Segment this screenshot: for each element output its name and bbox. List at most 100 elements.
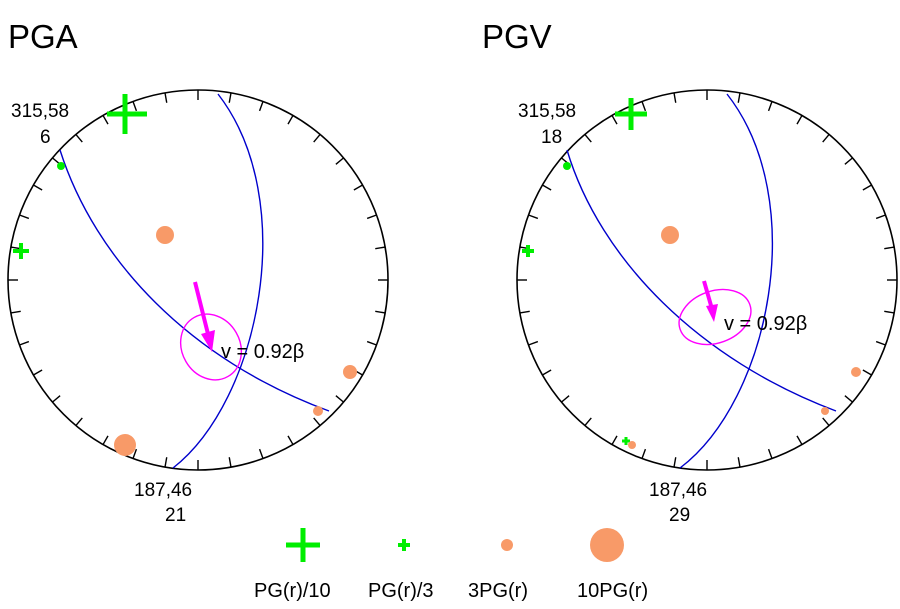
boundary-tick — [228, 92, 232, 103]
boundary-tick — [366, 340, 377, 346]
boundary-tick — [102, 435, 109, 445]
boundary-tick — [822, 417, 830, 426]
boundary-tick — [875, 214, 886, 220]
boundary-tick — [19, 340, 30, 346]
boundary-tick — [767, 448, 773, 459]
plus-large-icon — [286, 528, 320, 562]
station-marker — [821, 407, 829, 415]
boundary-tick — [366, 214, 377, 220]
boundary-tick — [844, 157, 853, 165]
boundary-tick — [875, 340, 886, 346]
boundary-tick — [335, 395, 344, 403]
legend-label: 10PG(r) — [577, 580, 648, 602]
boundary-tick — [228, 457, 232, 468]
boundary-tick — [844, 395, 853, 403]
boundary-tick — [102, 115, 109, 125]
legend-label: 3PG(r) — [468, 580, 528, 602]
boundary-tick — [33, 369, 43, 376]
station-marker — [107, 94, 147, 134]
circle-large-icon — [590, 528, 624, 562]
boundary-ticks — [517, 90, 897, 470]
top-count: 6 — [40, 127, 51, 148]
boundary-tick — [287, 115, 294, 125]
top-label: 315,58 — [11, 101, 69, 122]
boundary-tick — [673, 92, 677, 103]
boundary-tick — [584, 134, 592, 143]
nodal-plane-1 — [566, 149, 837, 412]
directivity-arrow-head — [201, 330, 215, 352]
directivity-arrow-head — [706, 304, 718, 322]
boundary-tick — [862, 369, 872, 376]
boundary-tick — [75, 134, 83, 143]
boundary-tick — [542, 369, 552, 376]
boundary-tick — [611, 435, 618, 445]
boundary-tick — [353, 184, 363, 191]
velocity-label: v = 0.92β — [221, 341, 304, 363]
boundary-tick — [258, 101, 264, 112]
boundary-tick — [287, 435, 294, 445]
velocity-uncertainty-contour — [179, 313, 243, 381]
directivity-arrow-shaft — [193, 281, 211, 339]
boundary-tick — [641, 101, 647, 112]
boundary-tick — [132, 448, 138, 459]
station-marker — [343, 365, 357, 379]
bottom-label: 187,46 — [134, 480, 192, 501]
boundary-tick — [737, 92, 741, 103]
boundary-tick — [796, 435, 803, 445]
station-marker — [628, 441, 636, 449]
panel-title: PGA — [8, 18, 78, 55]
panel-title: PGV — [482, 18, 552, 55]
boundary-tick — [335, 157, 344, 165]
panel-pgv: PGV 315,58 18 187,46 29 v = 0.92β — [482, 18, 898, 526]
bottom-label: 187,46 — [649, 480, 707, 501]
station-marker — [522, 245, 534, 257]
station-marker — [57, 162, 65, 170]
boundary-tick — [767, 101, 773, 112]
boundary-tick — [313, 417, 321, 426]
station-marker — [13, 243, 29, 259]
boundary-tick — [313, 134, 321, 143]
boundary-tick — [796, 115, 803, 125]
boundary-tick — [584, 417, 592, 426]
directivity-arrow-shaft — [702, 280, 714, 310]
top-count: 18 — [541, 127, 562, 148]
nodal-plane-2 — [172, 93, 264, 469]
boundary-tick — [519, 310, 530, 314]
stereonet-boundary — [516, 89, 898, 471]
station-marker — [622, 437, 630, 445]
boundary-tick — [884, 310, 895, 314]
plus-small-icon — [398, 539, 410, 551]
station-marker — [313, 406, 323, 416]
boundary-tick — [611, 115, 618, 125]
station-marker — [156, 226, 174, 244]
station-marker — [661, 226, 679, 244]
boundary-tick — [19, 214, 30, 220]
stereonet-boundary — [7, 89, 389, 471]
nodal-plane-2 — [679, 93, 773, 469]
legend: PG(r)/10 PG(r)/3 3PG(r) 10PG(r) — [254, 528, 648, 602]
boundary-ticks — [8, 90, 388, 470]
top-label: 315,58 — [518, 101, 576, 122]
bottom-count: 21 — [165, 505, 186, 526]
station-marker — [615, 98, 647, 130]
station-marker — [563, 162, 571, 170]
legend-label: PG(r)/10 — [254, 580, 331, 602]
boundary-tick — [884, 246, 895, 250]
circle-small-icon — [501, 539, 513, 551]
boundary-tick — [822, 134, 830, 143]
stereonet: v = 0.92β — [516, 89, 898, 471]
boundary-tick — [132, 101, 138, 112]
panel-pga: PGA 315,58 6 187,46 21 v = 0.92β — [7, 18, 389, 526]
boundary-tick — [528, 340, 539, 346]
boundary-tick — [528, 214, 539, 220]
boundary-tick — [33, 184, 43, 191]
boundary-tick — [641, 448, 647, 459]
boundary-tick — [258, 448, 264, 459]
boundary-tick — [862, 184, 872, 191]
velocity-label: v = 0.92β — [724, 313, 807, 335]
boundary-tick — [164, 92, 168, 103]
boundary-tick — [673, 457, 677, 468]
station-marker — [851, 367, 861, 377]
boundary-tick — [164, 457, 168, 468]
